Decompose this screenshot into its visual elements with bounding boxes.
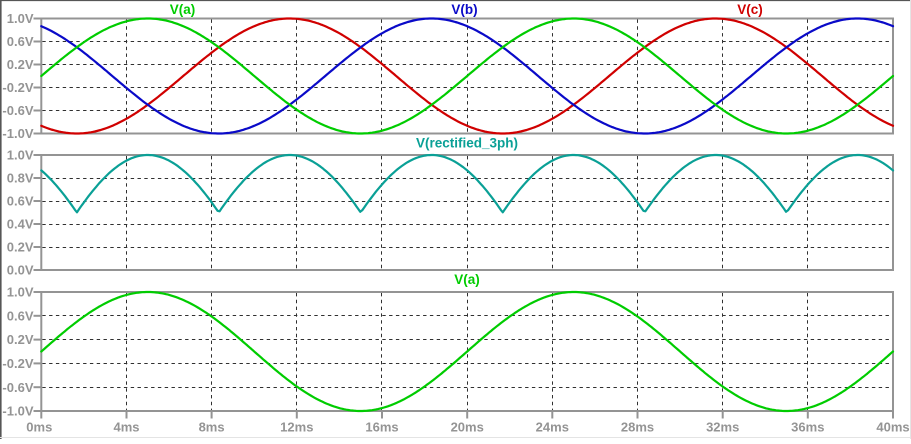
svg-text:1.0V: 1.0V xyxy=(7,11,34,26)
svg-text:32ms: 32ms xyxy=(706,420,739,435)
svg-text:20ms: 20ms xyxy=(451,420,484,435)
svg-text:-0.2V: -0.2V xyxy=(2,356,33,371)
svg-text:12ms: 12ms xyxy=(280,420,313,435)
svg-text:40ms: 40ms xyxy=(876,420,909,435)
svg-text:V(c): V(c) xyxy=(737,2,763,17)
svg-text:-0.2V: -0.2V xyxy=(2,80,33,95)
svg-text:0.6V: 0.6V xyxy=(7,34,34,49)
svg-text:0.2V: 0.2V xyxy=(7,57,34,72)
svg-text:0.4V: 0.4V xyxy=(7,217,34,232)
svg-text:0.6V: 0.6V xyxy=(7,308,34,323)
svg-text:4ms: 4ms xyxy=(113,420,139,435)
svg-text:V(rectified_3ph): V(rectified_3ph) xyxy=(416,135,518,150)
svg-text:0.0V: 0.0V xyxy=(7,263,34,278)
svg-text:V(b): V(b) xyxy=(451,2,477,17)
svg-text:8ms: 8ms xyxy=(199,420,225,435)
svg-text:-1.0V: -1.0V xyxy=(2,126,33,141)
svg-text:-1.0V: -1.0V xyxy=(2,404,33,419)
svg-text:0.6V: 0.6V xyxy=(7,194,34,209)
svg-text:-0.6V: -0.6V xyxy=(2,380,33,395)
svg-text:0ms: 0ms xyxy=(26,420,52,435)
svg-text:36ms: 36ms xyxy=(791,420,824,435)
svg-text:0.8V: 0.8V xyxy=(7,171,34,186)
svg-text:1.0V: 1.0V xyxy=(7,285,34,300)
svg-text:0.2V: 0.2V xyxy=(7,240,34,255)
svg-text:V(a): V(a) xyxy=(454,272,480,287)
svg-text:16ms: 16ms xyxy=(365,420,398,435)
svg-text:V(a): V(a) xyxy=(170,2,196,17)
svg-text:24ms: 24ms xyxy=(536,420,569,435)
svg-text:28ms: 28ms xyxy=(621,420,654,435)
svg-text:-0.6V: -0.6V xyxy=(2,103,33,118)
svg-text:1.0V: 1.0V xyxy=(7,148,34,163)
svg-text:0.2V: 0.2V xyxy=(7,332,34,347)
